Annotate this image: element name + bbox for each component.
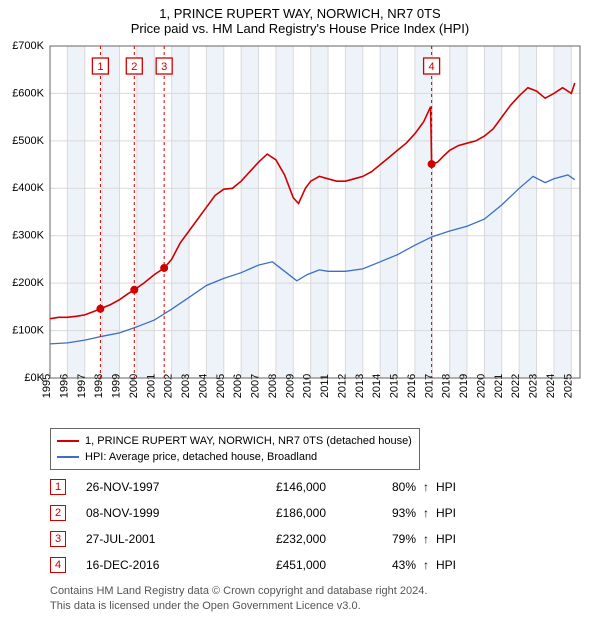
- footer-line2: This data is licensed under the Open Gov…: [50, 599, 427, 614]
- sale-hpi-label: HPI: [436, 506, 476, 520]
- svg-text:2024: 2024: [545, 374, 557, 398]
- svg-text:£300K: £300K: [12, 230, 44, 242]
- sale-row: 4 16-DEC-2016£451,00043%↑HPI: [50, 552, 476, 578]
- svg-text:£100K: £100K: [12, 324, 44, 336]
- svg-text:2009: 2009: [284, 374, 296, 398]
- sale-hpi-label: HPI: [436, 480, 476, 494]
- sale-price: £146,000: [226, 480, 356, 494]
- svg-text:2001: 2001: [145, 374, 157, 398]
- svg-text:4: 4: [429, 61, 435, 73]
- svg-text:2017: 2017: [423, 374, 435, 398]
- legend-label: HPI: Average price, detached house, Broa…: [85, 451, 317, 463]
- svg-text:2021: 2021: [493, 374, 505, 398]
- svg-text:2013: 2013: [354, 374, 366, 398]
- sale-price: £232,000: [226, 532, 356, 546]
- sale-arrow-icon: ↑: [416, 506, 436, 520]
- legend-label: 1, PRINCE RUPERT WAY, NORWICH, NR7 0TS (…: [85, 435, 412, 447]
- svg-text:1995: 1995: [41, 374, 53, 398]
- sale-date: 16-DEC-2016: [86, 558, 226, 572]
- footer-line1: Contains HM Land Registry data © Crown c…: [50, 584, 427, 599]
- sale-price: £186,000: [226, 506, 356, 520]
- sale-marker: 1: [50, 479, 66, 495]
- svg-text:2023: 2023: [528, 374, 540, 398]
- svg-text:£700K: £700K: [12, 40, 44, 52]
- svg-text:2005: 2005: [215, 374, 227, 398]
- svg-text:2010: 2010: [302, 374, 314, 398]
- svg-text:2: 2: [131, 61, 137, 73]
- chart-title-line1: 1, PRINCE RUPERT WAY, NORWICH, NR7 0TS: [0, 0, 600, 21]
- sale-date: 27-JUL-2001: [86, 532, 226, 546]
- svg-text:1998: 1998: [93, 374, 105, 398]
- svg-text:£200K: £200K: [12, 277, 44, 289]
- sale-row: 2 08-NOV-1999£186,00093%↑HPI: [50, 500, 476, 526]
- svg-text:1999: 1999: [111, 374, 123, 398]
- svg-text:1: 1: [97, 61, 103, 73]
- legend-swatch: [57, 456, 79, 458]
- chart-title-line2: Price paid vs. HM Land Registry's House …: [0, 21, 600, 40]
- sale-row: 3 27-JUL-2001£232,00079%↑HPI: [50, 526, 476, 552]
- legend-item: 1, PRINCE RUPERT WAY, NORWICH, NR7 0TS (…: [57, 433, 413, 449]
- chart-container: 1, PRINCE RUPERT WAY, NORWICH, NR7 0TS P…: [0, 0, 600, 620]
- chart-svg: £0K£100K£200K£300K£400K£500K£600K£700K19…: [0, 40, 600, 432]
- svg-text:£400K: £400K: [12, 182, 44, 194]
- svg-text:1997: 1997: [76, 374, 88, 398]
- svg-text:2008: 2008: [267, 374, 279, 398]
- sale-marker: 4: [50, 557, 66, 573]
- svg-text:2019: 2019: [458, 374, 470, 398]
- sale-hpi-label: HPI: [436, 532, 476, 546]
- sale-arrow-icon: ↑: [416, 532, 436, 546]
- svg-text:2004: 2004: [197, 374, 209, 398]
- sale-marker: 2: [50, 505, 66, 521]
- sale-hpi-label: HPI: [436, 558, 476, 572]
- legend-swatch: [57, 440, 79, 442]
- sale-pct: 93%: [356, 506, 416, 520]
- svg-text:2018: 2018: [441, 374, 453, 398]
- svg-text:1996: 1996: [58, 374, 70, 398]
- svg-text:2020: 2020: [475, 374, 487, 398]
- sale-price: £451,000: [226, 558, 356, 572]
- svg-text:3: 3: [161, 61, 167, 73]
- footer-text: Contains HM Land Registry data © Crown c…: [50, 584, 427, 614]
- sale-pct: 79%: [356, 532, 416, 546]
- svg-text:2016: 2016: [406, 374, 418, 398]
- svg-text:2025: 2025: [562, 374, 574, 398]
- sales-table: 126-NOV-1997£146,00080%↑HPI208-NOV-1999£…: [50, 474, 476, 578]
- sale-date: 26-NOV-1997: [86, 480, 226, 494]
- sale-pct: 43%: [356, 558, 416, 572]
- legend-box: 1, PRINCE RUPERT WAY, NORWICH, NR7 0TS (…: [50, 428, 420, 470]
- sale-marker: 3: [50, 531, 66, 547]
- sale-row: 1 26-NOV-1997£146,00080%↑HPI: [50, 474, 476, 500]
- svg-text:2012: 2012: [336, 374, 348, 398]
- svg-text:2015: 2015: [389, 374, 401, 398]
- legend-item: HPI: Average price, detached house, Broa…: [57, 449, 413, 465]
- sale-pct: 80%: [356, 480, 416, 494]
- sale-arrow-icon: ↑: [416, 480, 436, 494]
- sale-arrow-icon: ↑: [416, 558, 436, 572]
- svg-text:£500K: £500K: [12, 135, 44, 147]
- svg-text:2014: 2014: [371, 374, 383, 398]
- svg-text:2022: 2022: [510, 374, 522, 398]
- svg-text:2003: 2003: [180, 374, 192, 398]
- svg-text:2007: 2007: [250, 374, 262, 398]
- svg-text:2006: 2006: [232, 374, 244, 398]
- sale-date: 08-NOV-1999: [86, 506, 226, 520]
- svg-text:£600K: £600K: [12, 87, 44, 99]
